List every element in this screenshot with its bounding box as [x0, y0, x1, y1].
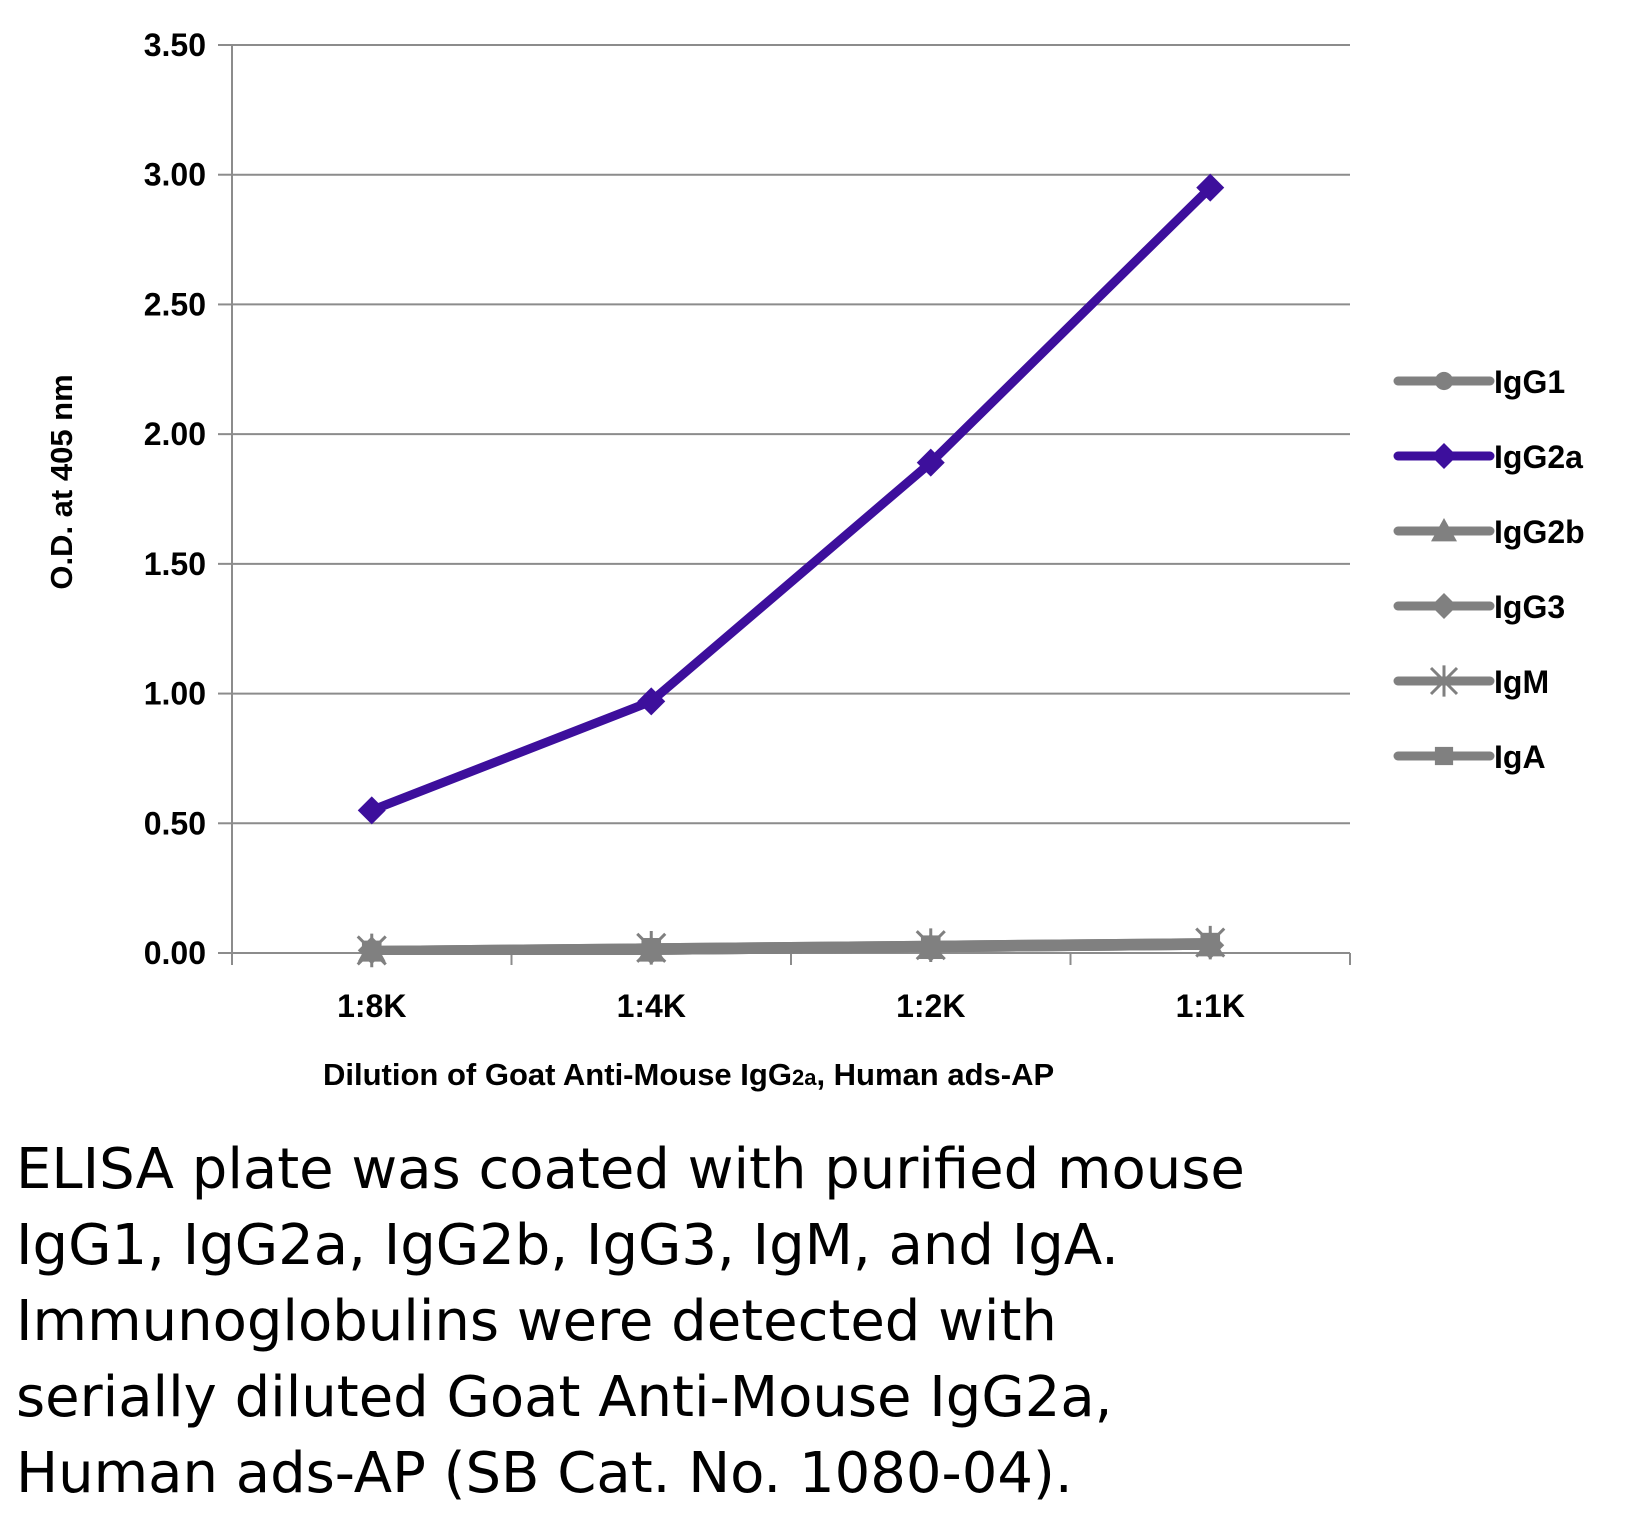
y-tick-label: 1.50 — [144, 546, 206, 582]
legend-marker-icon — [1434, 371, 1454, 391]
series-line-igg2a — [367, 183, 1215, 815]
y-tick-label: 3.00 — [144, 157, 206, 193]
data-point-iga — [920, 935, 941, 956]
elisa-line-chart: 0.00 0.50 1.00 1.50 2.00 2.50 3.00 3.50 1:8K 1:4K… — [44, 27, 1585, 1092]
series-iga — [361, 932, 1221, 961]
series-line-iga — [367, 938, 1215, 955]
y-tick-label: 0.50 — [144, 805, 206, 841]
caption-line-5: Human ads-AP (SB Cat. No. 1080-04). — [16, 1441, 1073, 1506]
data-point-igg2a — [357, 796, 386, 825]
x-tick-label: 1:8K — [337, 988, 406, 1024]
x-axis-title-rest: , Human ads-AP — [816, 1057, 1054, 1092]
data-point-igg2a — [916, 448, 945, 477]
y-tick-label: 0.00 — [144, 935, 206, 971]
caption-line-1: ELISA plate was coated with purified mou… — [16, 1137, 1245, 1202]
caption-line-4: serially diluted Goat Anti-Mouse IgG2a, — [16, 1365, 1113, 1430]
legend-label: IgG1 — [1494, 364, 1565, 400]
caption-line-3: Immunoglobulins were detected with — [16, 1289, 1057, 1354]
data-point-iga — [641, 938, 662, 958]
legend-marker-icon — [1434, 746, 1454, 766]
y-tick-label: 3.50 — [144, 27, 206, 63]
legend-item-igg2a: IgG2a — [1393, 439, 1583, 475]
caption-line-2: IgG1, IgG2a, IgG2b, IgG3, IgM, and IgA. — [16, 1213, 1119, 1278]
legend-label: IgG3 — [1494, 589, 1565, 625]
gridlines — [232, 44, 1350, 825]
x-tick-label: 1:2K — [896, 988, 965, 1024]
legend-marker-icon — [1429, 665, 1459, 697]
y-tick-label: 2.00 — [144, 416, 206, 452]
data-point-igg2a — [637, 687, 666, 716]
x-axis-title: Dilution of Goat Anti-Mouse IgG2a, Human… — [323, 1057, 1054, 1092]
figure-caption: ELISA plate was coated with purified mou… — [16, 1132, 1616, 1512]
legend-item-igm: IgM — [1393, 664, 1549, 700]
legend-item-igg2b: IgG2b — [1393, 514, 1585, 550]
y-axis-title: O.D. at 405 nm — [44, 374, 79, 589]
x-tick-label: 1:4K — [617, 988, 686, 1024]
legend-marker-icon — [1431, 443, 1457, 469]
series-lines — [356, 173, 1226, 968]
legend-item-iga: IgA — [1393, 739, 1546, 775]
data-point-iga — [1200, 932, 1221, 953]
x-tick-label: 1:1K — [1176, 988, 1245, 1024]
series-igg2a — [357, 173, 1225, 825]
data-point-igg2a — [1196, 173, 1225, 202]
data-point-iga — [361, 940, 382, 961]
x-axis-title-main: Dilution of Goat Anti-Mouse IgG — [323, 1057, 792, 1092]
x-axis-title-subscript: 2a — [792, 1065, 817, 1090]
axes: 0.00 0.50 1.00 1.50 2.00 2.50 3.00 3.50 1:8K 1:4K… — [144, 27, 1351, 1024]
y-tick-label: 1.00 — [144, 676, 206, 712]
legend-item-igg1: IgG1 — [1393, 364, 1565, 400]
legend-marker-icon — [1431, 518, 1457, 542]
legend-item-igg3: IgG3 — [1393, 589, 1565, 625]
y-tick-label: 2.50 — [144, 286, 206, 322]
legend-marker-icon — [1431, 593, 1457, 619]
legend: IgG1 IgG2a IgG2b IgG3 IgM IgA — [1393, 364, 1585, 775]
legend-label: IgG2a — [1494, 439, 1583, 475]
legend-label: IgG2b — [1494, 514, 1585, 550]
legend-label: IgA — [1494, 739, 1546, 775]
legend-label: IgM — [1494, 664, 1549, 700]
